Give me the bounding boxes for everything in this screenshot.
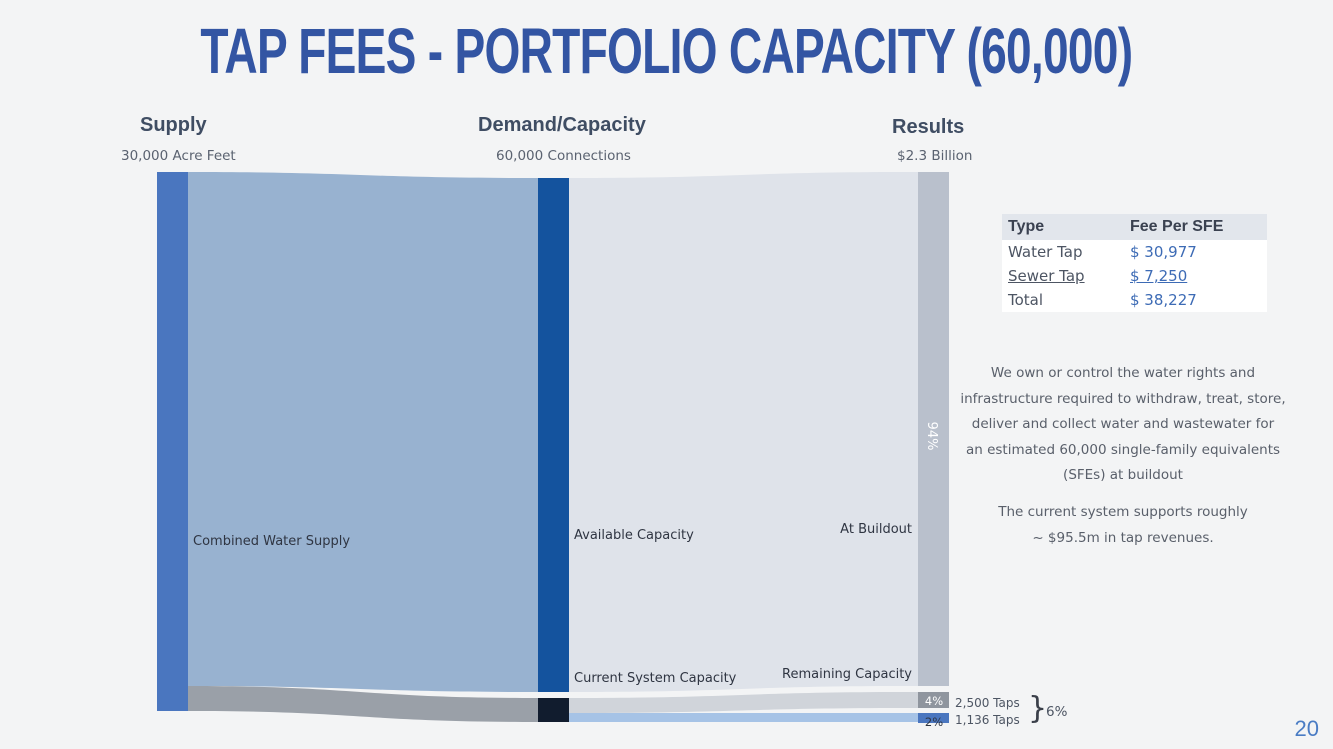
taps-2500-percent-label: 4% <box>925 694 943 708</box>
taps-1136-percent-label: 2% <box>925 715 943 729</box>
buildout-percent-label: 94% <box>924 422 939 451</box>
fee-row-amount: $ 7,250 <box>1130 267 1188 285</box>
description-line: We own or control the water rights and <box>990 365 1256 381</box>
taps-group-percent: 6% <box>1046 704 1068 720</box>
taps-1136-node-bar <box>918 713 949 723</box>
taps-group-brace: } <box>1028 691 1048 726</box>
description-line: ~ $95.5m in tap revenues. <box>1032 529 1214 546</box>
supply-subheading: 30,000 Acre Feet <box>121 148 236 164</box>
flow-supply-to-current <box>188 686 538 722</box>
fee-row-type: Total <box>1008 291 1044 309</box>
fee-table: Type Fee Per SFE Water Tap $ 30,977 Sewe… <box>1002 214 1267 312</box>
supply-node-bar <box>157 172 188 711</box>
fee-row-type: Water Tap <box>1008 243 1083 261</box>
supply-heading: Supply <box>140 114 207 136</box>
results-heading: Results <box>892 116 965 138</box>
taps-2500-label: 2,500 Taps <box>955 696 1020 710</box>
available-capacity-label: Available Capacity <box>574 528 694 543</box>
buildout-node-bar <box>918 172 949 686</box>
flow-current-to-2500-taps <box>569 692 918 713</box>
taps-2500-node-bar <box>918 692 949 708</box>
fee-row-type: Sewer Tap <box>1008 267 1085 285</box>
demand-heading: Demand/Capacity <box>478 114 646 136</box>
description-line: The current system supports roughly <box>998 504 1248 520</box>
fee-row-amount: $ 30,977 <box>1130 243 1197 261</box>
flow-current-to-1136-taps <box>569 713 918 722</box>
fee-row-amount: $ 38,227 <box>1130 291 1197 309</box>
fee-table-header-fee: Fee Per SFE <box>1124 214 1267 240</box>
description-line: an estimated 60,000 single-family equiva… <box>965 441 1281 458</box>
page-number: 20 <box>1294 716 1319 741</box>
current-system-paragraph: The current system supports roughly ~ $9… <box>958 500 1288 551</box>
fee-table-header-type: Type <box>1002 214 1124 240</box>
combined-water-supply-label: Combined Water Supply <box>193 534 350 549</box>
table-row: Water Tap $ 30,977 <box>1002 240 1267 264</box>
current-system-capacity-label: Current System Capacity <box>574 671 737 686</box>
available-capacity-node-bar <box>538 178 569 692</box>
at-buildout-label: At Buildout <box>840 522 912 537</box>
current-system-node-bar <box>538 698 569 722</box>
flow-available-to-buildout <box>569 172 918 692</box>
results-subheading: $2.3 Billion <box>897 148 973 164</box>
demand-subheading: 60,000 Connections <box>496 148 631 164</box>
fee-table-header-row: Type Fee Per SFE <box>1002 214 1267 240</box>
description-line: deliver and collect water and wastewater… <box>971 416 1275 432</box>
description-paragraph: We own or control the water rights and i… <box>958 361 1288 489</box>
description-line: (SFEs) at buildout <box>1063 467 1183 483</box>
table-row: Sewer Tap $ 7,250 <box>1002 264 1267 288</box>
remaining-capacity-label: Remaining Capacity <box>782 667 912 682</box>
description-line: infrastructure required to withdraw, tre… <box>960 390 1286 407</box>
page-title: TAP FEES - PORTFOLIO CAPACITY (60,000) <box>200 15 1133 87</box>
table-row: Total $ 38,227 <box>1002 288 1267 312</box>
flow-supply-to-available <box>188 172 538 692</box>
taps-1136-label: 1,136 Taps <box>955 713 1020 727</box>
